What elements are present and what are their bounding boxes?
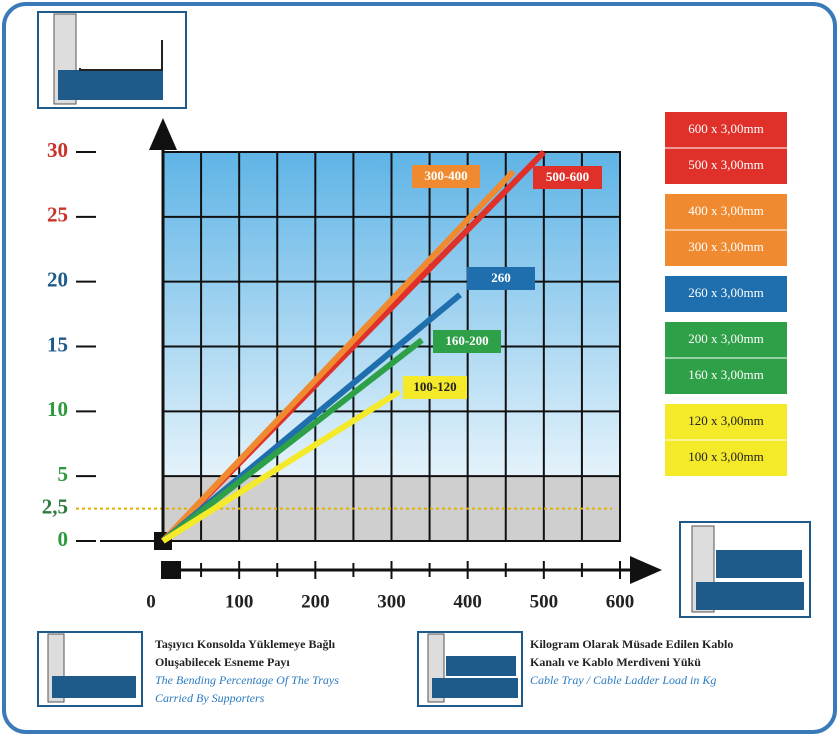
icon-bending-small xyxy=(37,631,143,707)
legend-item: 160 x 3,00mm xyxy=(688,367,763,382)
legend-item: 100 x 3,00mm xyxy=(688,449,763,464)
legend-item: 400 x 3,00mm xyxy=(688,203,763,218)
caption-english: Cable Tray / Cable Ladder Load in Kg xyxy=(530,673,716,687)
series-label-box xyxy=(433,330,501,353)
series-line xyxy=(161,337,424,544)
icon-load xyxy=(679,521,811,618)
caption-line: Kanalı ve Kablo Merdiveni Yükü xyxy=(530,655,701,669)
y-axis-arrow xyxy=(149,118,177,150)
legend-item: 200 x 3,00mm xyxy=(688,331,763,346)
caption-line: Oluşabilecek Esneme Payı xyxy=(155,655,290,669)
series-label: 260 xyxy=(491,270,511,285)
legend-item: 300 x 3,00mm xyxy=(688,239,763,254)
legend-item: 600 x 3,00mm xyxy=(688,121,763,136)
series-label: 500-600 xyxy=(546,169,589,184)
y-tick-label: 30 xyxy=(47,138,68,162)
caption-line: Kilogram Olarak Müsade Edilen Kablo xyxy=(530,637,733,651)
y-tick-label: 15 xyxy=(47,332,68,356)
caption-line: Taşıyıcı Konsolda Yüklemeye Bağlı xyxy=(155,637,336,651)
y-tick-label: 20 xyxy=(47,267,68,291)
series-label-box xyxy=(412,165,480,188)
y-tick-label: 0 xyxy=(58,527,69,551)
series-label-box xyxy=(467,267,535,290)
series-label-box xyxy=(403,376,467,399)
y-tick-label: 25 xyxy=(47,203,68,227)
x-axis-marker xyxy=(161,561,181,579)
icon-bending xyxy=(37,11,187,109)
series-label: 300-400 xyxy=(424,168,467,183)
x-tick-label: 200 xyxy=(301,591,330,612)
legend-item: 500 x 3,00mm xyxy=(688,157,763,172)
x-tick-label: 300 xyxy=(377,591,406,612)
caption-english: The Bending Percentage Of The Trays xyxy=(155,673,339,687)
y-tick-label: 2,5 xyxy=(42,494,68,518)
series-label-box xyxy=(533,166,602,189)
icon-load-small xyxy=(417,631,523,707)
x-tick-label: 400 xyxy=(453,591,482,612)
x-axis-arrow xyxy=(630,556,662,584)
series-line xyxy=(161,389,401,544)
series-label: 160-200 xyxy=(445,333,488,348)
y-tick-label: 10 xyxy=(47,397,68,421)
legend-item: 120 x 3,00mm xyxy=(688,413,763,428)
x-tick-label: 600 xyxy=(606,591,635,612)
x-tick-label: 500 xyxy=(530,591,559,612)
series-line xyxy=(160,169,516,544)
x-tick-label: 100 xyxy=(225,591,254,612)
legend-box xyxy=(665,276,787,312)
legend-item: 260 x 3,00mm xyxy=(688,285,763,300)
series-label: 100-120 xyxy=(413,379,456,394)
x-tick-label: 0 xyxy=(146,591,156,612)
y-tick-label: 5 xyxy=(58,462,69,486)
caption-english: Carried By Supporters xyxy=(155,691,265,705)
